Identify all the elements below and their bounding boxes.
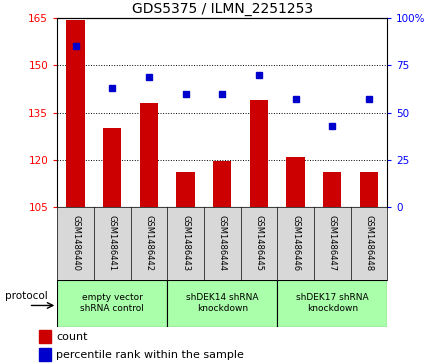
Bar <box>57 280 167 327</box>
Bar <box>277 280 387 327</box>
Bar <box>39 330 51 343</box>
Bar <box>176 172 195 207</box>
Text: GSM1486443: GSM1486443 <box>181 215 190 271</box>
Text: empty vector
shRNA control: empty vector shRNA control <box>80 293 144 313</box>
Text: GSM1486441: GSM1486441 <box>108 215 117 271</box>
Bar <box>250 100 268 207</box>
Text: percentile rank within the sample: percentile rank within the sample <box>56 350 244 360</box>
Bar <box>360 172 378 207</box>
Bar <box>167 280 277 327</box>
Text: GSM1486447: GSM1486447 <box>328 215 337 271</box>
Bar <box>213 161 231 207</box>
Text: count: count <box>56 332 88 342</box>
Text: shDEK14 shRNA
knockdown: shDEK14 shRNA knockdown <box>186 293 258 313</box>
Bar <box>66 20 85 207</box>
Bar <box>39 348 51 361</box>
Text: protocol: protocol <box>4 291 48 301</box>
Text: GSM1486444: GSM1486444 <box>218 215 227 271</box>
Text: GSM1486445: GSM1486445 <box>254 215 264 271</box>
Text: GSM1486448: GSM1486448 <box>364 215 374 271</box>
Text: shDEK17 shRNA
knockdown: shDEK17 shRNA knockdown <box>296 293 369 313</box>
Bar <box>103 128 121 207</box>
Text: GSM1486446: GSM1486446 <box>291 215 300 271</box>
Bar <box>286 156 305 207</box>
Text: GSM1486442: GSM1486442 <box>144 215 154 271</box>
Title: GDS5375 / ILMN_2251253: GDS5375 / ILMN_2251253 <box>132 2 313 16</box>
Bar <box>323 172 341 207</box>
Bar <box>140 103 158 207</box>
Text: GSM1486440: GSM1486440 <box>71 215 80 271</box>
